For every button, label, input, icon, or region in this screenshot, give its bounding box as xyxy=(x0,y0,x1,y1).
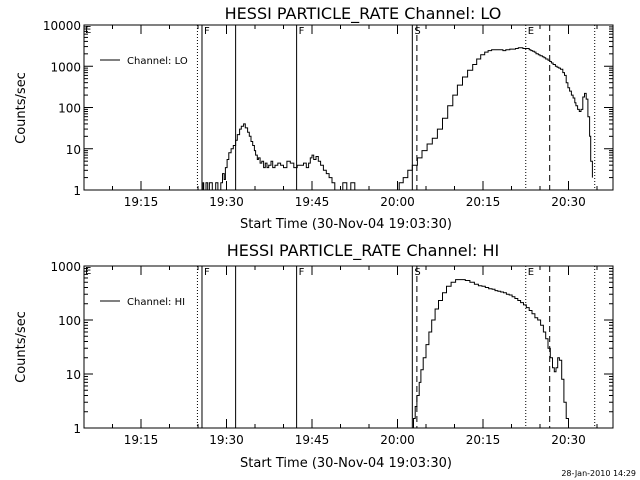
x-tick-label: 19:45 xyxy=(295,195,330,209)
corner-flag: E xyxy=(85,25,91,36)
footer-timestamp: 28-Jan-2010 14:29 xyxy=(561,469,636,478)
panel-hi: HESSI PARTICLE_RATE Channel: HI Counts/s… xyxy=(14,241,614,471)
panel-hi-ylabel: Counts/sec xyxy=(14,311,29,383)
plot-frame xyxy=(83,265,614,429)
y-tick-label: 10 xyxy=(66,143,81,157)
legend-label: Channel: HI xyxy=(127,297,185,308)
x-tick-label: 20:15 xyxy=(466,433,501,447)
x-tick-label: 19:30 xyxy=(209,433,244,447)
x-tick-label: 20:00 xyxy=(380,433,415,447)
y-tick-label: 1 xyxy=(73,422,81,436)
series-line-hi xyxy=(411,279,570,428)
panel-lo-xlabel: Start Time (30-Nov-04 19:03:30) xyxy=(240,217,452,232)
x-tick-label: 20:15 xyxy=(466,195,501,209)
y-tick-label: 10 xyxy=(66,368,81,382)
panel-hi-xlabel: Start Time (30-Nov-04 19:03:30) xyxy=(240,456,452,471)
panel-hi-title: HESSI PARTICLE_RATE Channel: HI xyxy=(227,241,500,261)
event-flag-E: E xyxy=(528,26,534,37)
event-flag-F: F xyxy=(204,267,210,278)
panel-hi-axes: 1 10 100 1000 19:15 19:30 19:45 20:00 20:15 20:30… xyxy=(50,260,614,447)
x-tick-label: 19:15 xyxy=(124,433,159,447)
plot-frame xyxy=(83,24,614,191)
corner-flag: E xyxy=(85,266,91,277)
series-line-lo xyxy=(201,47,593,190)
y-tick-label: 1000 xyxy=(50,260,81,274)
legend-label: Channel: LO xyxy=(127,56,188,67)
panel-lo: HESSI PARTICLE_RATE Channel: LO Counts/s… xyxy=(14,4,614,232)
x-tick-label: 19:30 xyxy=(209,195,244,209)
event-flag-F: F xyxy=(299,26,305,37)
event-flag-S: S xyxy=(414,267,420,278)
x-tick-label: 20:30 xyxy=(551,195,586,209)
event-flag-F: F xyxy=(204,26,210,37)
y-tick-label: 100 xyxy=(58,314,81,328)
y-tick-label: 1 xyxy=(73,184,81,198)
panel-lo-ylabel: Counts/sec xyxy=(14,72,29,144)
event-flag-F: F xyxy=(299,267,305,278)
event-lines xyxy=(196,25,596,190)
event-flag-S: S xyxy=(414,26,420,37)
panel-lo-title: HESSI PARTICLE_RATE Channel: LO xyxy=(225,4,502,24)
y-tick-label: 10000 xyxy=(43,19,81,33)
x-tick-label: 20:30 xyxy=(551,433,586,447)
y-tick-label: 1000 xyxy=(50,60,81,74)
event-flag-E: E xyxy=(528,267,534,278)
y-tick-label: 100 xyxy=(58,102,81,116)
x-tick-label: 19:15 xyxy=(124,195,159,209)
x-tick-label: 20:00 xyxy=(380,195,415,209)
panel-lo-axes: 1 10 100 1000 10000 19:15 19:30 19:45 20:00 20:15… xyxy=(43,19,614,209)
x-tick-label: 19:45 xyxy=(295,433,330,447)
event-lines xyxy=(196,266,596,428)
